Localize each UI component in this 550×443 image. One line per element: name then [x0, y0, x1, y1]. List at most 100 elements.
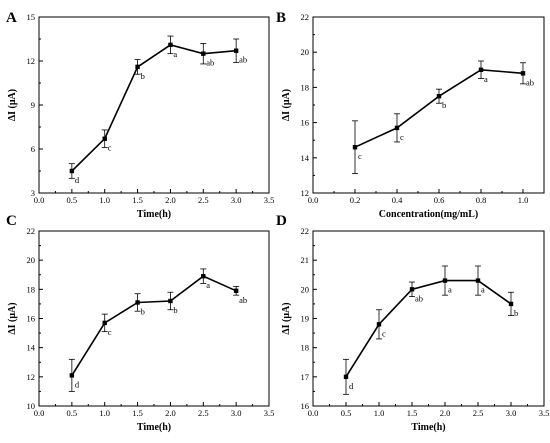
plot-frame [38, 230, 270, 407]
data-point [135, 300, 140, 305]
significance-label: c [108, 327, 112, 337]
significance-label: ab [526, 77, 534, 87]
y-tick-label: 12 [27, 56, 36, 66]
x-tick-label: 2.0 [440, 408, 451, 418]
x-tick-label: 3.0 [506, 408, 517, 418]
y-tick-label: 20 [301, 47, 310, 57]
x-tick-label: 1.5 [132, 195, 143, 205]
panel-letter: C [6, 213, 17, 229]
plot-frame [38, 16, 270, 194]
y-tick-label: 14 [27, 343, 36, 353]
x-tick-label: 1.5 [132, 408, 143, 418]
significance-label: a [206, 280, 210, 290]
significance-label: b [141, 71, 145, 81]
series-line [71, 275, 237, 376]
y-tick-label: 15 [27, 12, 36, 22]
significance-label: c [358, 151, 362, 161]
x-axis-label: Time(h) [137, 422, 171, 433]
x-tick-label: 1.0 [99, 408, 110, 418]
x-tick-label: 0.0 [34, 408, 45, 418]
x-tick-label: 1.0 [518, 195, 529, 205]
y-tick-label: 22 [301, 226, 310, 236]
y-tick-label: 12 [27, 372, 36, 382]
significance-label: c [108, 143, 112, 153]
data-point [69, 168, 75, 174]
data-point [409, 287, 415, 292]
data-point [201, 51, 206, 56]
x-tick-label: 1.5 [407, 408, 418, 418]
x-tick-label: 3.5 [539, 408, 550, 418]
panel-d: 0.0 0.5 1.0 1.5 2.0 2.5 3.0 3.5 16 17 18 19 20 21 22 Ti… [276, 213, 549, 433]
x-tick-label: 0.0 [34, 195, 45, 205]
panel-letter: A [6, 10, 17, 26]
panel-letter: B [276, 10, 286, 26]
y-tick-label: 19 [301, 314, 310, 324]
data-point [135, 64, 140, 70]
panel-a: 0.0 0.5 1.0 1.5 2.0 2.5 3.0 3.5 3 6 9 12 15 Time(h) ΔI… [6, 10, 274, 220]
x-tick-label: 2.5 [473, 408, 484, 418]
y-tick-label: 16 [301, 401, 310, 411]
data-point [233, 288, 239, 293]
y-tick-label: 16 [27, 314, 36, 324]
panel-b: 0.0 0.2 0.4 0.6 0.8 1.0 12 14 16 18 20 22 Concentrat… [276, 10, 545, 220]
data-point [102, 320, 107, 326]
series-line [345, 279, 512, 378]
y-tick-label: 16 [301, 118, 310, 128]
data-point [442, 278, 448, 283]
panel-c: 0.0 0.5 1.0 1.5 2.0 2.5 3.0 3.5 10 12 14 16 18 20 22 Ti… [6, 213, 274, 433]
significance-label: b [173, 305, 177, 315]
x-tick-label: 2.5 [198, 195, 209, 205]
data-point [168, 298, 173, 304]
y-tick-label: 18 [27, 284, 36, 294]
data-point [508, 301, 514, 307]
y-tick-label: 20 [301, 284, 310, 294]
x-tick-label: 0.6 [434, 195, 445, 205]
significance-label: a [481, 285, 485, 295]
y-tick-label: 18 [301, 343, 310, 353]
data-point [475, 278, 481, 283]
significance-label: a [173, 49, 177, 59]
x-tick-label: 2.0 [165, 195, 176, 205]
data-point [69, 373, 75, 378]
significance-label: ab [415, 293, 423, 303]
data-point [478, 67, 484, 72]
y-tick-label: 17 [301, 372, 310, 382]
panels: 0.0 0.5 1.0 1.5 2.0 2.5 3.0 3.5 3 6 9 12 15 Time(h) ΔI… [6, 10, 549, 433]
x-tick-label: 0.5 [67, 408, 78, 418]
y-tick-label: 14 [301, 153, 310, 163]
panel-letter: D [276, 213, 287, 229]
x-tick-label: 1.0 [99, 195, 110, 205]
series-line [71, 44, 237, 172]
y-tick-label: 20 [27, 255, 36, 265]
x-axis-label: Time(h) [137, 209, 171, 220]
x-tick-label: 1.0 [374, 408, 385, 418]
x-axis-label: Concentration(mg/mL) [379, 209, 478, 220]
significance-label: b [141, 306, 145, 316]
significance-label: a [448, 285, 452, 295]
x-axis-label: Time(h) [411, 422, 445, 433]
y-tick-label: 12 [301, 188, 310, 198]
significance-label: c [382, 328, 386, 338]
data-point [201, 274, 206, 279]
y-tick-label: 22 [27, 226, 36, 236]
data-point [520, 71, 526, 76]
data-point [376, 322, 382, 327]
y-axis-label: ΔI (μA) [281, 302, 292, 334]
significance-label: ab [239, 55, 247, 65]
y-tick-label: 9 [31, 100, 35, 110]
x-tick-label: 0.2 [350, 195, 361, 205]
significance-label: b [514, 308, 518, 318]
x-tick-label: 3.5 [264, 408, 275, 418]
series-line [354, 68, 524, 148]
x-tick-label: 0.8 [476, 195, 487, 205]
y-tick-label: 3 [31, 188, 35, 198]
data-point [102, 136, 107, 141]
x-tick-label: 0.5 [67, 195, 78, 205]
data-point [352, 145, 358, 150]
x-tick-label: 2.5 [198, 408, 209, 418]
x-tick-label: 0.0 [308, 408, 319, 418]
significance-label: ab [239, 295, 247, 305]
y-tick-label: 21 [301, 255, 310, 265]
x-tick-label: 3.0 [231, 408, 242, 418]
y-tick-label: 18 [301, 82, 310, 92]
